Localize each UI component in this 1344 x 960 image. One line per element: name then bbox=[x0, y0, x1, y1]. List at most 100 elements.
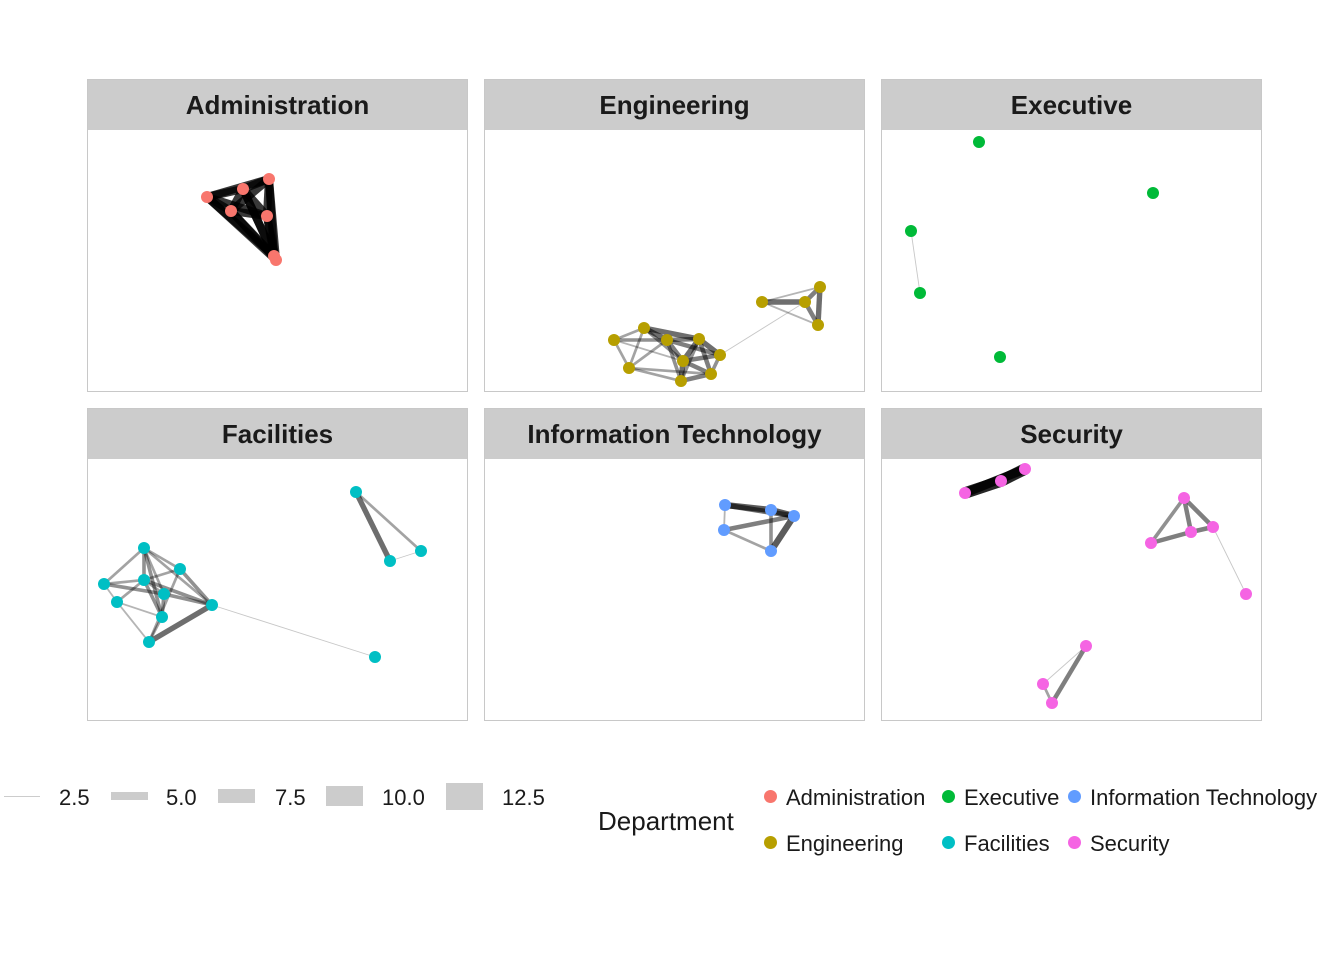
facet-title: Administration bbox=[88, 80, 467, 130]
legend-dot-administration bbox=[764, 790, 777, 803]
edge bbox=[211, 604, 376, 658]
legend-weight-label: 7.5 bbox=[275, 785, 306, 810]
legend-label: Executive bbox=[964, 785, 1060, 810]
legend-dot-security bbox=[1068, 836, 1081, 849]
node bbox=[814, 281, 826, 293]
edge bbox=[142, 579, 164, 618]
node bbox=[111, 596, 123, 608]
edge bbox=[761, 286, 821, 303]
node bbox=[1147, 187, 1159, 199]
node bbox=[143, 636, 155, 648]
legend-label: Administration bbox=[786, 785, 926, 810]
edge bbox=[1042, 645, 1087, 685]
legend-weight-swatch bbox=[326, 786, 363, 806]
edge bbox=[628, 366, 712, 376]
node bbox=[756, 296, 768, 308]
node bbox=[1207, 521, 1219, 533]
edge bbox=[178, 567, 214, 607]
legend-weight-swatch bbox=[111, 792, 148, 800]
legend-weight-label: 5.0 bbox=[166, 785, 197, 810]
node bbox=[608, 334, 620, 346]
facet-title: Executive bbox=[882, 80, 1261, 130]
node bbox=[995, 475, 1007, 487]
node bbox=[973, 136, 985, 148]
edge bbox=[103, 578, 145, 586]
edge bbox=[103, 546, 145, 586]
node bbox=[719, 499, 731, 511]
node bbox=[914, 287, 926, 299]
edge bbox=[665, 339, 683, 382]
legend-weight-label: 10.0 bbox=[382, 785, 425, 810]
legend-label: Facilities bbox=[964, 831, 1050, 856]
node bbox=[718, 524, 730, 536]
edge bbox=[910, 230, 921, 294]
edge bbox=[815, 286, 823, 326]
edge bbox=[768, 514, 797, 553]
node bbox=[369, 651, 381, 663]
node bbox=[905, 225, 917, 237]
node bbox=[1046, 697, 1058, 709]
edge bbox=[353, 490, 393, 563]
node bbox=[661, 334, 673, 346]
edge bbox=[228, 175, 272, 215]
node bbox=[350, 486, 362, 498]
edge bbox=[143, 546, 181, 571]
facet-title: Security bbox=[882, 409, 1261, 459]
edge bbox=[1150, 529, 1192, 546]
edge bbox=[163, 592, 213, 607]
edge bbox=[1212, 526, 1247, 595]
node bbox=[1037, 678, 1049, 690]
edge bbox=[1182, 496, 1215, 529]
edge bbox=[1149, 496, 1186, 545]
legend-dot-information-technology bbox=[1068, 790, 1081, 803]
legend-weight-swatch bbox=[218, 789, 255, 803]
node bbox=[677, 355, 689, 367]
node bbox=[788, 510, 800, 522]
legend-weight-swatch bbox=[4, 796, 40, 797]
node bbox=[138, 542, 150, 554]
edge bbox=[723, 513, 795, 533]
node bbox=[693, 333, 705, 345]
legend-weight-swatch bbox=[446, 783, 483, 810]
node bbox=[270, 254, 282, 266]
edge bbox=[143, 567, 181, 582]
node bbox=[174, 563, 186, 575]
node bbox=[206, 599, 218, 611]
facet-title: Engineering bbox=[485, 80, 864, 130]
facet-executive: Executive bbox=[881, 79, 1262, 392]
edge bbox=[627, 327, 646, 369]
node bbox=[705, 368, 717, 380]
edge bbox=[116, 601, 150, 643]
edge bbox=[628, 338, 668, 370]
node bbox=[1080, 640, 1092, 652]
node bbox=[812, 319, 824, 331]
legend-weight-label: 12.5 bbox=[502, 785, 545, 810]
edge bbox=[355, 491, 422, 552]
node bbox=[638, 322, 650, 334]
legend-dot-facilities bbox=[942, 836, 955, 849]
node bbox=[1178, 492, 1190, 504]
edge bbox=[143, 578, 213, 607]
edge bbox=[143, 546, 213, 607]
edge bbox=[142, 547, 166, 595]
edge bbox=[723, 528, 772, 553]
edge bbox=[147, 602, 214, 645]
node bbox=[98, 578, 110, 590]
node bbox=[1019, 463, 1031, 475]
node bbox=[1185, 526, 1197, 538]
node bbox=[225, 205, 237, 217]
edge bbox=[142, 547, 164, 618]
node bbox=[415, 545, 427, 557]
edge bbox=[613, 339, 684, 362]
node bbox=[959, 487, 971, 499]
legend-label: Information Technology bbox=[1090, 785, 1318, 810]
legend-label: Engineering bbox=[786, 831, 904, 856]
edge bbox=[679, 338, 701, 382]
node bbox=[994, 351, 1006, 363]
edge bbox=[682, 352, 721, 364]
node bbox=[765, 504, 777, 516]
node bbox=[263, 173, 275, 185]
node bbox=[765, 545, 777, 557]
edge bbox=[103, 582, 165, 596]
legend-department-title: Department bbox=[598, 806, 734, 836]
